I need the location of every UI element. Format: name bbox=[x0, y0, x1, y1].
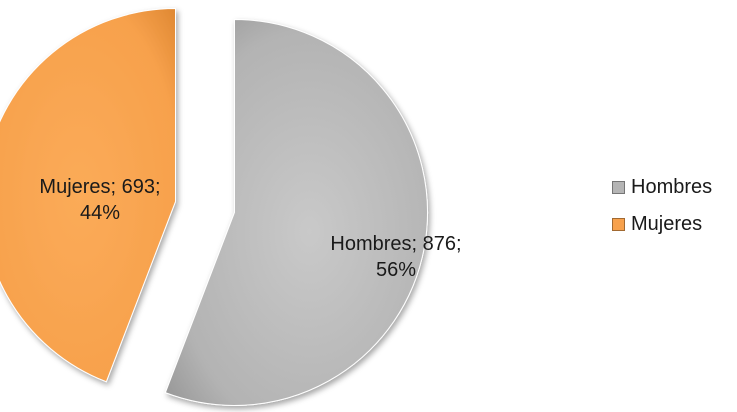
legend-item-hombres: Hombres bbox=[612, 173, 712, 201]
slice-label-mujeres: Mujeres; 693; bbox=[39, 176, 160, 198]
slice-percent-mujeres: 44% bbox=[80, 202, 120, 224]
slice-percent-hombres: 56% bbox=[376, 259, 416, 281]
chart-legend: Hombres Mujeres bbox=[612, 173, 712, 247]
legend-label-mujeres: Mujeres bbox=[631, 212, 703, 235]
slice-label-hombres: Hombres; 876; bbox=[330, 233, 461, 255]
legend-item-mujeres: Mujeres bbox=[612, 210, 712, 238]
pie-slice-hombres bbox=[164, 18, 428, 406]
legend-swatch-mujeres bbox=[612, 217, 625, 231]
pie-slice-mujeres bbox=[0, 8, 177, 383]
legend-label-hombres: Hombres bbox=[631, 175, 713, 198]
legend-swatch-hombres bbox=[612, 180, 625, 194]
